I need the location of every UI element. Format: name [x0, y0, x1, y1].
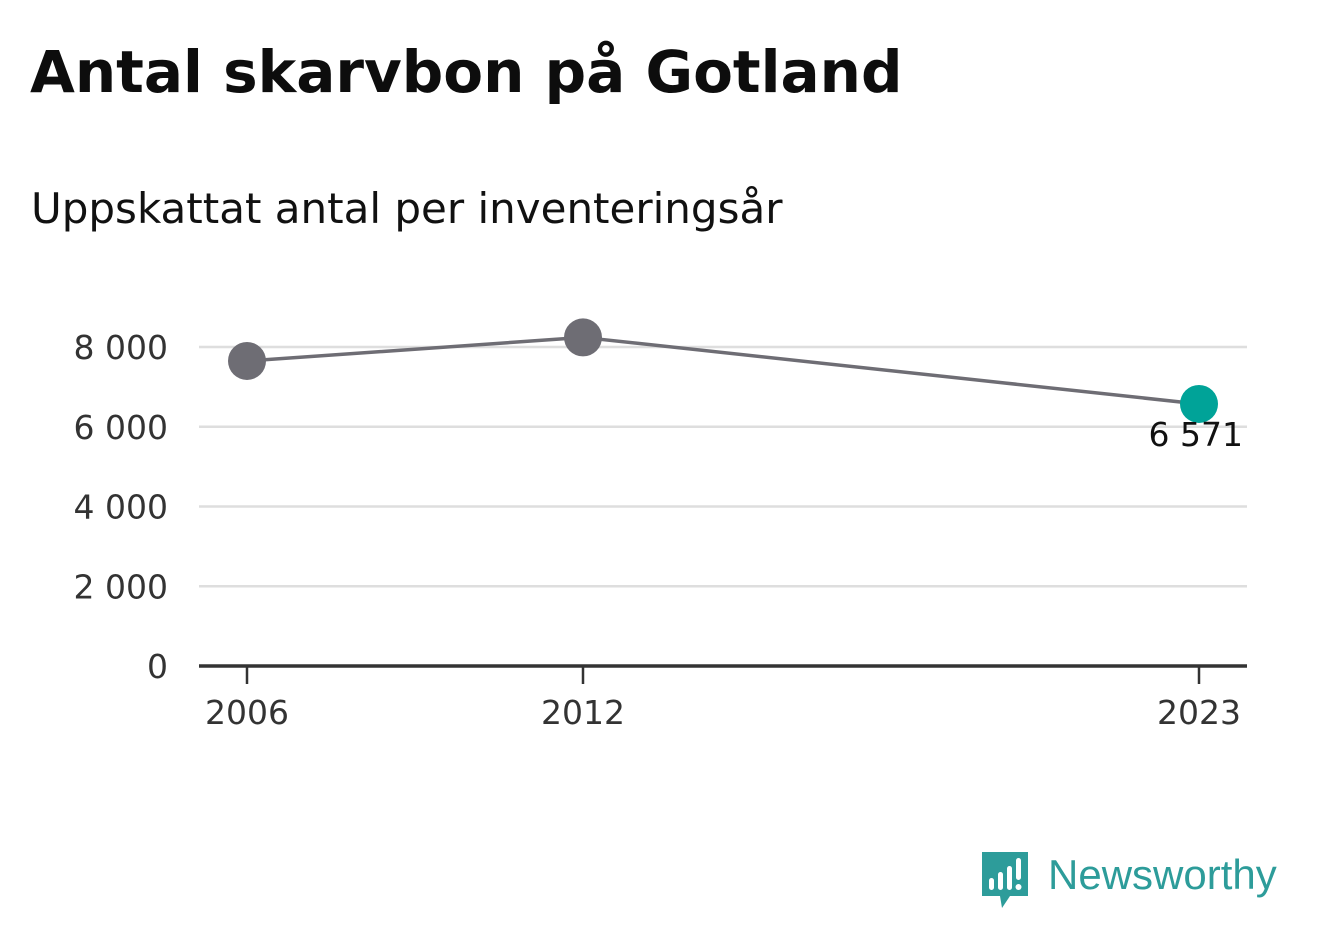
data-label: 6 571: [1149, 415, 1243, 454]
highlight-point: [1180, 384, 1218, 423]
y-tick-label: 2 000: [74, 567, 168, 606]
x-tick-label: 2006: [205, 693, 289, 732]
data-labels: 6 571: [1149, 415, 1243, 454]
brand-name: Newsworthy: [1048, 851, 1277, 898]
x-tick-label: 2023: [1157, 693, 1241, 732]
data-point: [564, 318, 602, 357]
x-tick-label: 2012: [541, 693, 625, 732]
newsworthy-logo-icon: [982, 852, 1028, 908]
chart-subtitle: Uppskattat antal per inventeringsår: [31, 184, 783, 233]
y-tick-label: 6 000: [74, 408, 168, 447]
y-tick-label: 0: [147, 647, 168, 686]
y-tick-label: 8 000: [74, 328, 168, 367]
x-axis-tick-labels: 2006 2012 2023: [205, 693, 1241, 732]
x-axis: [199, 664, 1247, 684]
newsworthy-logo: Newsworthy: [980, 850, 1300, 912]
chart-title: Antal skarvbon på Gotland: [30, 38, 903, 106]
data-series: [228, 318, 1218, 423]
gridlines: [199, 345, 1247, 588]
y-axis-tick-labels: 0 2 000 4 000 6 000 8 000: [74, 328, 168, 686]
y-tick-label: 4 000: [74, 488, 168, 527]
data-point: [228, 341, 266, 380]
